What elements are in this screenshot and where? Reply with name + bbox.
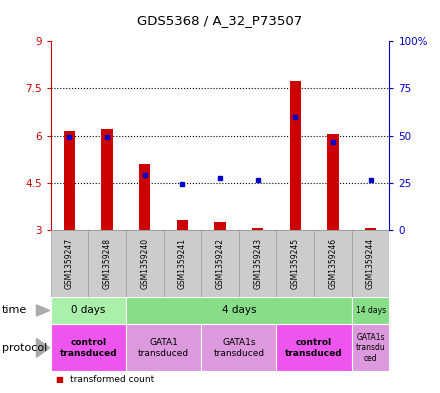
Bar — [88, 230, 126, 297]
Bar — [102, 129, 113, 230]
Bar — [314, 230, 352, 297]
Text: control
transduced: control transduced — [285, 338, 343, 358]
Text: GATA1
transduced: GATA1 transduced — [138, 338, 189, 358]
Bar — [126, 297, 352, 324]
Bar — [51, 230, 88, 297]
Text: GSM1359242: GSM1359242 — [216, 238, 224, 289]
Text: GATA1s
transduced: GATA1s transduced — [213, 338, 264, 358]
Text: GSM1359247: GSM1359247 — [65, 238, 74, 289]
Text: protocol: protocol — [2, 343, 48, 353]
Bar — [352, 324, 389, 371]
Bar — [214, 222, 226, 230]
Bar — [164, 230, 201, 297]
Bar — [365, 228, 376, 230]
Bar — [64, 131, 75, 230]
Bar — [201, 230, 239, 297]
Bar — [239, 230, 276, 297]
Text: GSM1359246: GSM1359246 — [328, 238, 337, 289]
Text: 0 days: 0 days — [71, 305, 106, 316]
Bar — [276, 230, 314, 297]
Text: GSM1359248: GSM1359248 — [103, 238, 112, 289]
Bar — [252, 228, 263, 230]
Text: GSM1359241: GSM1359241 — [178, 238, 187, 289]
Bar — [276, 324, 352, 371]
Text: GSM1359240: GSM1359240 — [140, 238, 149, 289]
Text: 14 days: 14 days — [356, 306, 385, 315]
Bar — [201, 324, 276, 371]
Text: control
transduced: control transduced — [59, 338, 117, 358]
Bar — [290, 81, 301, 230]
Bar — [51, 297, 126, 324]
Bar — [352, 230, 389, 297]
Text: GSM1359245: GSM1359245 — [291, 238, 300, 289]
Bar — [352, 297, 389, 324]
Text: GATA1s
transdu
ced: GATA1s transdu ced — [356, 333, 385, 363]
Text: transformed count: transformed count — [70, 375, 154, 384]
Bar — [327, 134, 339, 230]
Bar — [126, 324, 201, 371]
Text: GDS5368 / A_32_P73507: GDS5368 / A_32_P73507 — [137, 14, 303, 27]
Bar — [177, 220, 188, 230]
Polygon shape — [37, 305, 50, 316]
Text: GSM1359243: GSM1359243 — [253, 238, 262, 289]
Text: GSM1359244: GSM1359244 — [366, 238, 375, 289]
Bar — [139, 164, 150, 230]
Polygon shape — [37, 338, 50, 357]
Text: time: time — [2, 305, 27, 316]
Bar — [126, 230, 164, 297]
Text: 4 days: 4 days — [222, 305, 256, 316]
Bar — [51, 324, 126, 371]
Text: ■: ■ — [55, 375, 63, 384]
